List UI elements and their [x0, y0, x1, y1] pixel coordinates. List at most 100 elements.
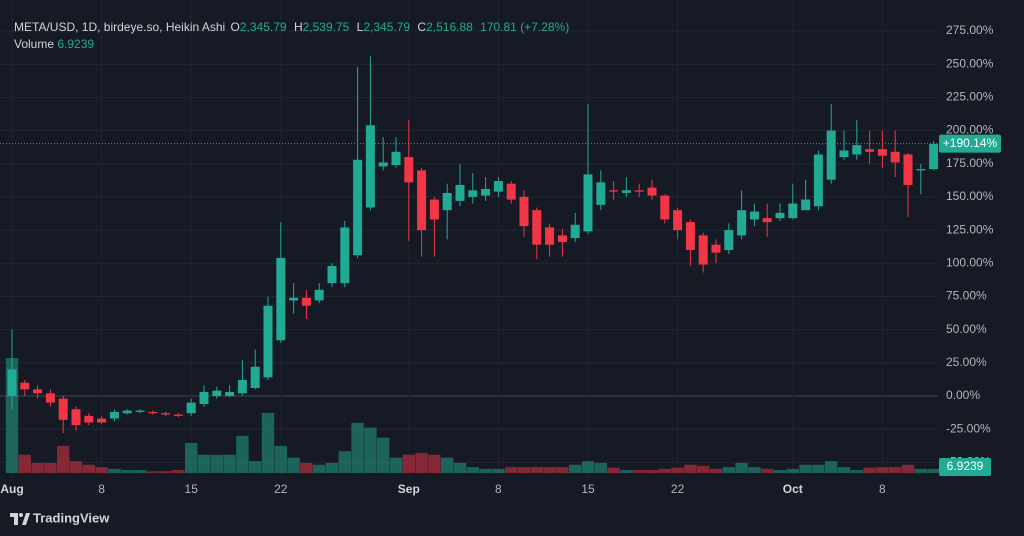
candle-body: [417, 170, 427, 231]
volume-bar: [210, 454, 223, 473]
candle-body: [442, 192, 452, 211]
volume-bar: [530, 467, 543, 473]
volume-bar: [889, 467, 902, 473]
x-tick-label: Oct: [783, 482, 803, 496]
volume-bar: [658, 468, 671, 473]
last-price-badge: [939, 134, 1001, 153]
volume-bar: [287, 457, 300, 473]
candle-body: [276, 257, 286, 341]
high-value: 2,539.75: [302, 20, 350, 34]
candle-body: [301, 297, 311, 306]
candle-body: [532, 210, 542, 245]
candle-body: [161, 413, 171, 415]
candle-body: [340, 227, 350, 284]
y-tick-label: 100.00%: [946, 255, 994, 269]
candle-body: [634, 190, 644, 192]
y-tick-label: 150.00%: [946, 189, 994, 203]
logo-slash: [22, 513, 30, 525]
candle-body: [481, 188, 491, 196]
volume-bar: [479, 468, 492, 473]
candle-body: [545, 227, 555, 245]
candle-body: [84, 415, 94, 423]
volume-bar: [57, 445, 70, 473]
candle-body: [724, 230, 734, 250]
volume-bar: [18, 454, 31, 473]
candle-body: [199, 391, 209, 404]
candle-body: [212, 390, 222, 396]
volume-bar: [812, 464, 825, 473]
volume-bar: [249, 461, 262, 473]
volume-bar: [351, 422, 364, 473]
candle-body: [71, 409, 81, 426]
x-tick-label: Sep: [398, 482, 420, 496]
volume-bar: [95, 467, 108, 473]
candle-body: [45, 393, 55, 403]
volume-row: Volume 6.9239: [14, 36, 573, 53]
volume-bar: [837, 467, 851, 473]
candle-body: [749, 211, 759, 220]
y-tick-label: 200.00%: [946, 123, 994, 137]
x-tick-label: 15: [581, 482, 595, 496]
brand-logo: TradingView: [10, 510, 110, 525]
brand-name: TradingView: [33, 510, 110, 525]
candle-body: [289, 297, 299, 301]
volume-bar: [607, 467, 620, 473]
volume-bar: [185, 442, 198, 473]
volume-bar: [876, 467, 889, 473]
symbol: META/USD, 1D, birdeye.so, Heikin Ashi: [14, 20, 226, 34]
open-label: O: [230, 20, 240, 34]
axes: -50.00%-25.00%0.00%25.00%50.00%75.00%100…: [0, 23, 1001, 496]
candle-body: [519, 196, 529, 227]
volume-bar: [799, 464, 812, 473]
candle-body: [109, 411, 119, 419]
x-tick-label: 8: [879, 482, 886, 496]
volume-bar: [671, 467, 684, 473]
candle-body: [698, 235, 708, 265]
candle-body: [33, 389, 43, 394]
volume-bar: [466, 467, 479, 473]
y-tick-label: 275.00%: [946, 23, 994, 37]
volume-bar: [722, 467, 735, 473]
volume-bar: [146, 471, 159, 473]
volume-bar: [684, 464, 697, 473]
candle-body: [762, 218, 772, 223]
volume-bar: [133, 470, 147, 473]
candle-body: [135, 410, 145, 412]
candle-body: [557, 235, 567, 243]
candle-body: [365, 125, 375, 208]
volume-bar: [313, 464, 326, 473]
high-label: H: [293, 20, 303, 34]
candles: [7, 56, 939, 434]
x-tick-label: 22: [274, 482, 288, 496]
candle-body: [877, 149, 887, 156]
legend-header: META/USD, 1D, birdeye.so, Heikin Ashi O 2…: [14, 19, 573, 53]
candle-body: [609, 190, 619, 192]
x-tick-label: 8: [98, 482, 105, 496]
candle-body: [58, 398, 68, 420]
volume-value: 6.9239: [57, 37, 95, 51]
candle-body: [583, 174, 593, 232]
candle-body: [673, 210, 683, 231]
candle-body: [148, 411, 158, 414]
candle-body: [225, 391, 235, 396]
candle-body: [378, 162, 388, 167]
volume-bar: [441, 457, 454, 473]
volume-bar: [697, 465, 710, 473]
x-tick-label: Aug: [0, 482, 23, 496]
low-label: L: [356, 20, 364, 34]
x-tick-label: 22: [671, 482, 685, 496]
candle-body: [890, 151, 900, 163]
candle-body: [468, 190, 478, 197]
y-tick-label: 250.00%: [946, 56, 994, 70]
volume-bar: [517, 467, 531, 473]
volume-bar: [415, 452, 428, 473]
candle-body: [391, 151, 401, 166]
volume-bar: [121, 470, 134, 473]
candle-body: [122, 410, 132, 414]
candle-body: [429, 199, 439, 220]
volume-bar: [825, 461, 838, 473]
volume-bar: [581, 461, 595, 473]
candle-body: [621, 190, 631, 193]
